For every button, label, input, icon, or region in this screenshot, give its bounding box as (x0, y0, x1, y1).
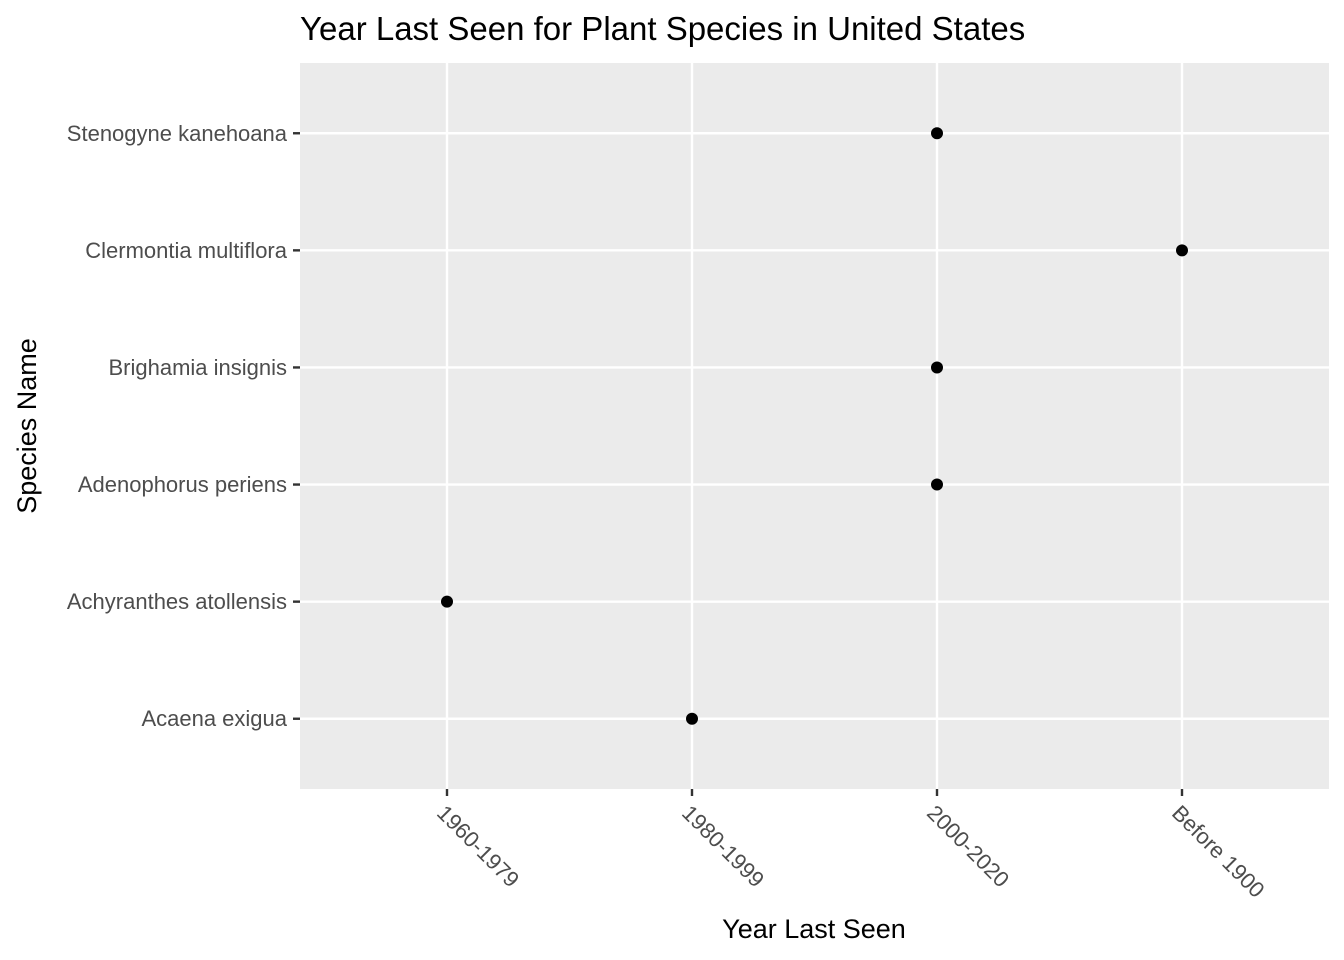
y-tick-label: Achyranthes atollensis (67, 589, 287, 614)
y-axis-title: Species Name (12, 338, 42, 514)
data-point (931, 361, 943, 374)
data-point (441, 595, 453, 608)
grid-lines (300, 63, 1329, 789)
x-axis: 1960-1979 1980-1999 2000-2020 Before 1900 (432, 789, 1270, 903)
data-points (441, 127, 1188, 725)
y-tick-label: Stenogyne kanehoana (67, 121, 288, 146)
x-axis-title: Year Last Seen (722, 914, 906, 944)
x-tick-label: Before 1900 (1167, 800, 1269, 902)
y-tick-label: Brighamia insignis (108, 355, 287, 380)
y-tick-label: Acaena exigua (141, 706, 287, 731)
data-point (686, 712, 698, 725)
x-tick-label: 2000-2020 (922, 800, 1014, 892)
y-tick-label: Clermontia multiflora (85, 238, 287, 263)
chart-title: Year Last Seen for Plant Species in Unit… (300, 10, 1025, 47)
x-tick-label: 1980-1999 (677, 800, 769, 892)
plot-panel (300, 63, 1329, 789)
data-point (931, 478, 943, 491)
x-tick-label: 1960-1979 (432, 800, 524, 892)
data-point (931, 127, 943, 140)
y-axis: Acaena exigua Achyranthes atollensis Adeno… (67, 121, 300, 731)
y-tick-label: Adenophorus periens (78, 472, 287, 497)
data-point (1176, 244, 1188, 257)
